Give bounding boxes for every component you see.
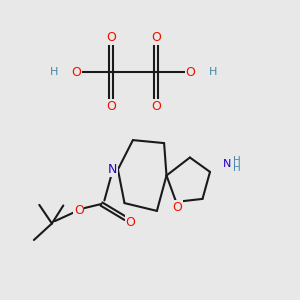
Text: O: O xyxy=(72,65,81,79)
Text: H: H xyxy=(232,163,240,173)
Text: O: O xyxy=(74,203,84,217)
Text: O: O xyxy=(186,65,195,79)
Text: H: H xyxy=(232,156,240,166)
Text: N: N xyxy=(108,163,117,176)
Text: O: O xyxy=(151,31,161,44)
Text: O: O xyxy=(173,201,182,214)
Text: H: H xyxy=(50,67,58,77)
Text: O: O xyxy=(106,100,116,113)
Text: N: N xyxy=(223,159,232,169)
Text: O: O xyxy=(125,216,135,229)
Text: H: H xyxy=(209,67,217,77)
Text: O: O xyxy=(151,100,161,113)
Text: O: O xyxy=(106,31,116,44)
